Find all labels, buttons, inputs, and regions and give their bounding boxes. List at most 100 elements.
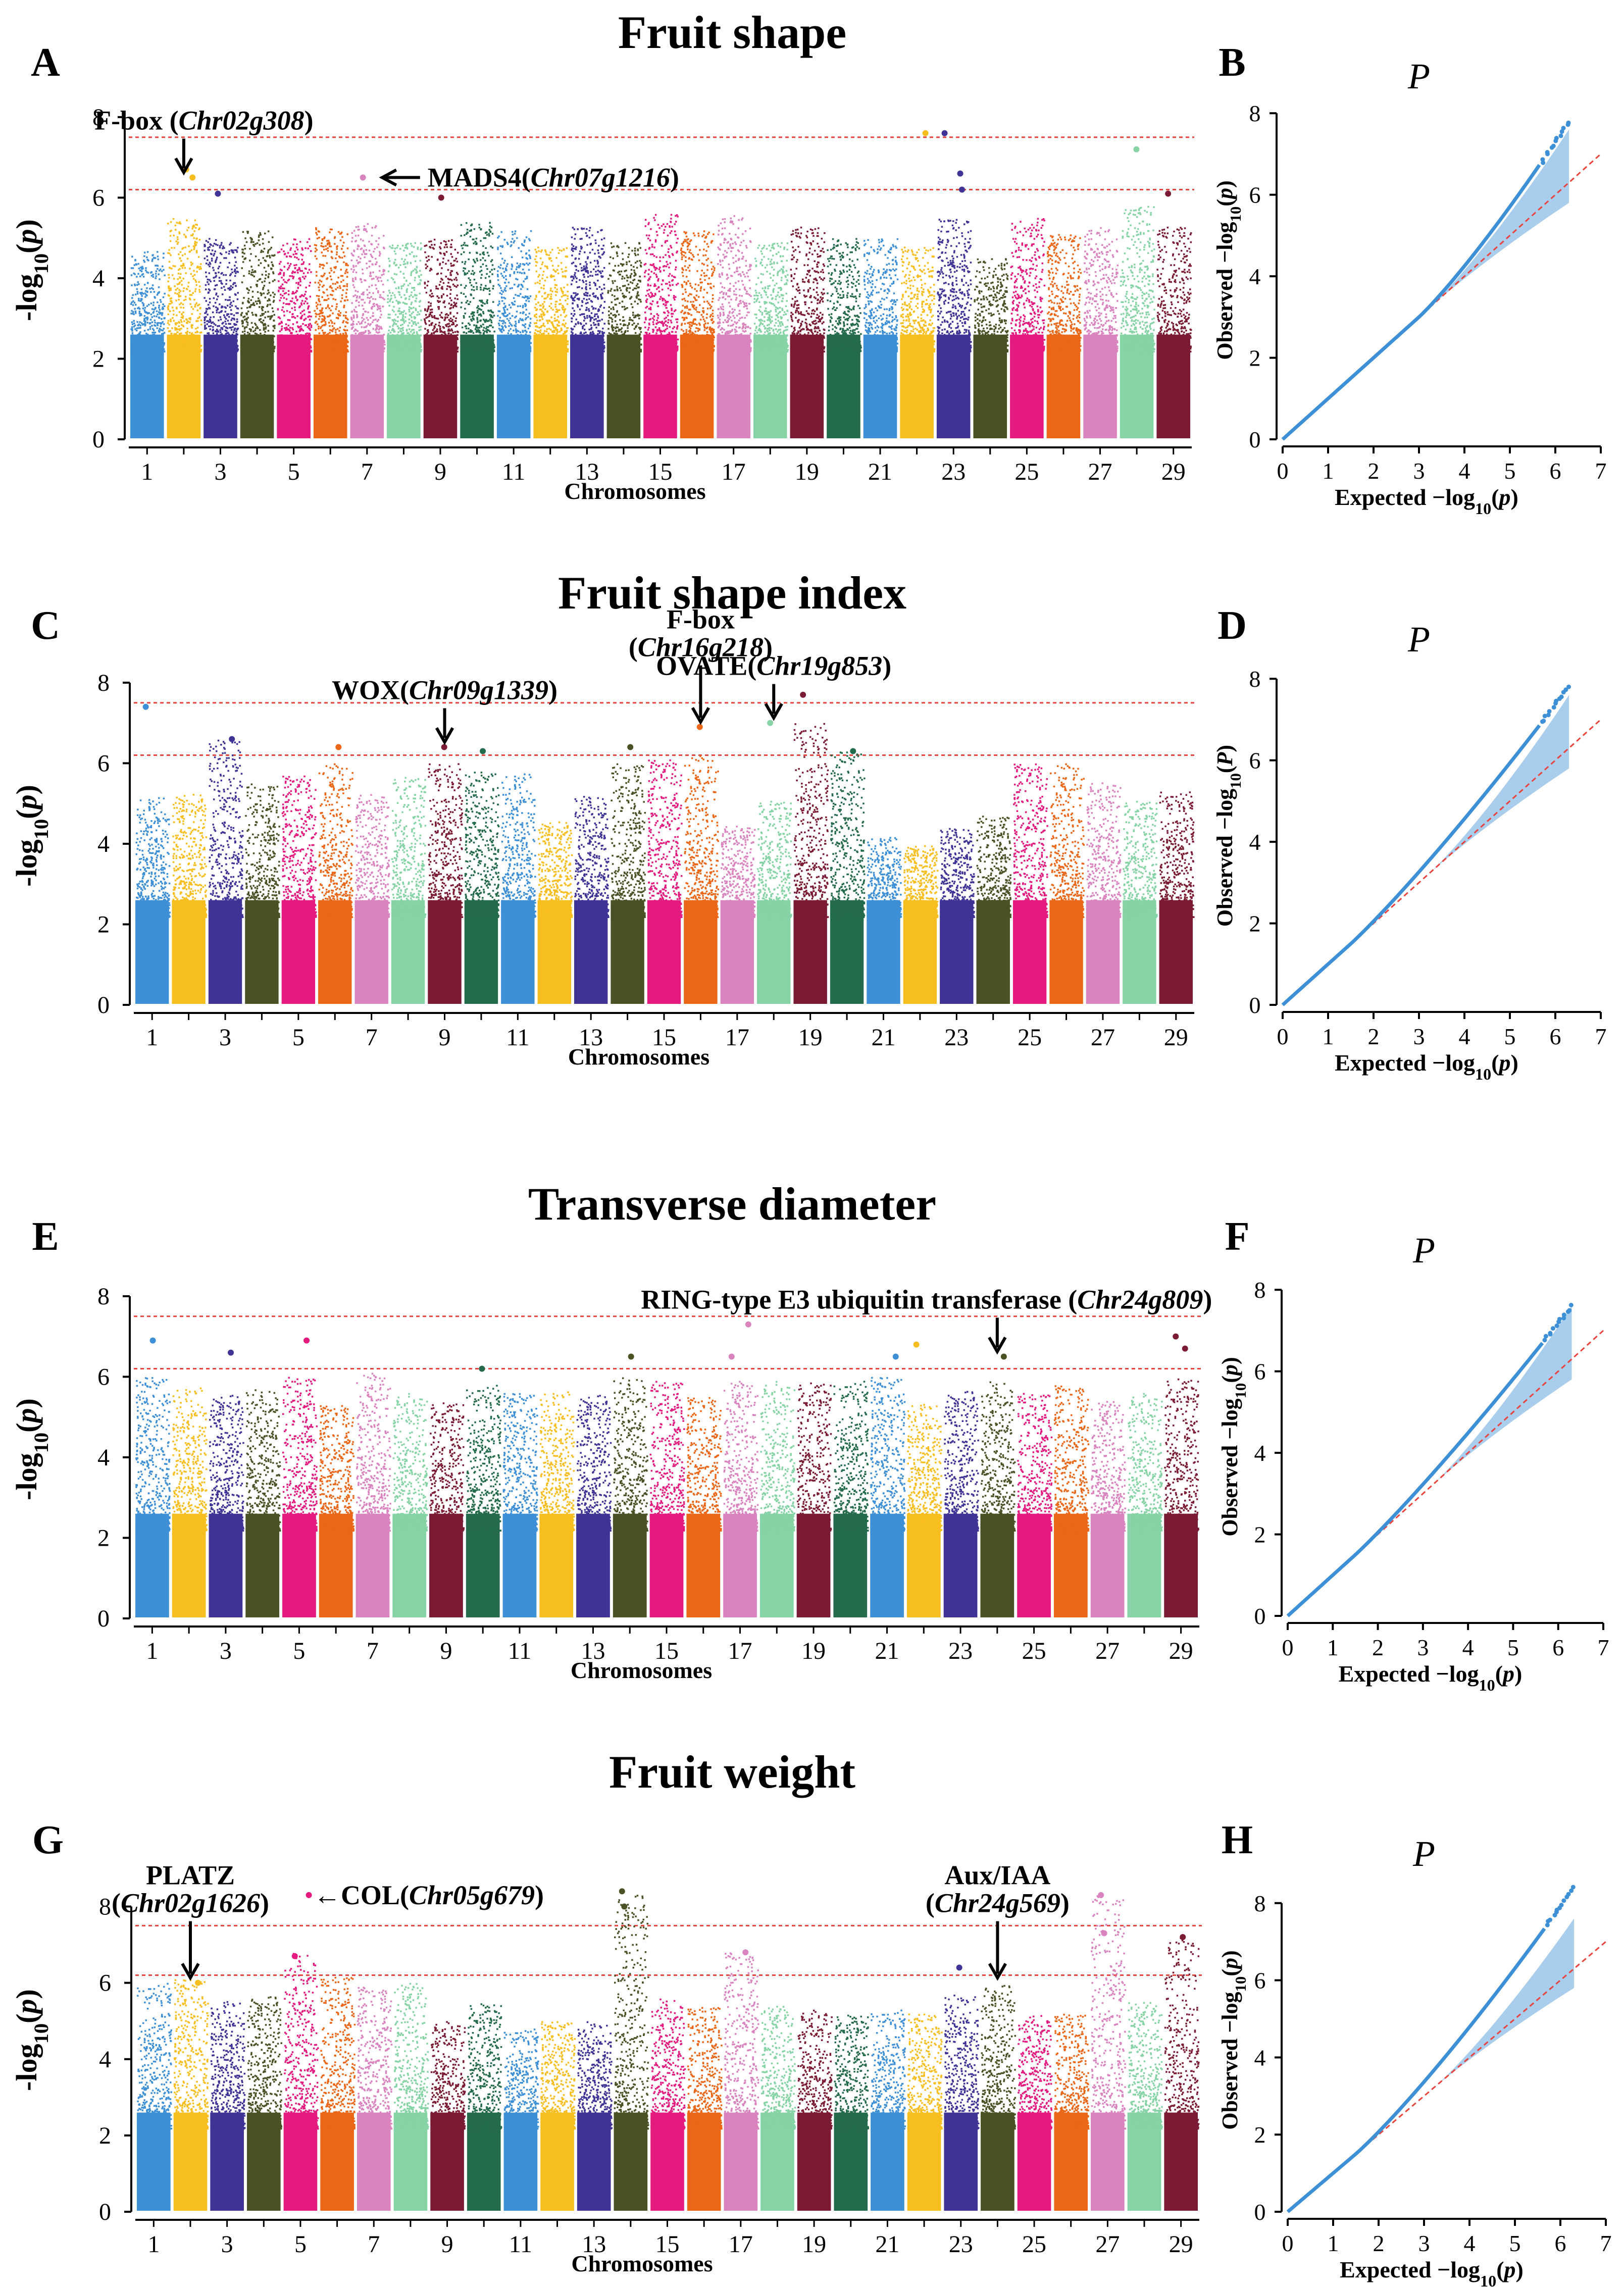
chromosome-tick-label: 27 <box>1095 2231 1120 2258</box>
y-tick-label: 4 <box>99 2046 111 2073</box>
observed-qq-point <box>1543 1334 1548 1339</box>
significant-snp <box>892 1353 899 1360</box>
chromosome-20-points <box>834 2014 869 2211</box>
chromosome-29-points <box>1159 791 1195 1004</box>
y-tick-label: 4 <box>92 265 105 292</box>
chromosome-tick-label: 19 <box>802 2231 826 2258</box>
chromosome-tick-label: 23 <box>941 459 966 485</box>
chromosome-9-points <box>423 238 459 438</box>
snp-points <box>717 215 752 352</box>
chromosome-22-points <box>900 246 936 438</box>
significant-snp <box>1000 1353 1007 1360</box>
snp-points <box>356 1373 391 1532</box>
chromosome-18-points <box>757 800 792 1004</box>
chromosome-28-points <box>1127 1393 1163 1617</box>
chromosome-24-points <box>976 816 1012 1004</box>
significant-snp <box>1098 1892 1104 1898</box>
chromosome-29-points <box>1164 1937 1200 2211</box>
arrow-head <box>379 168 397 187</box>
observed-qq-point <box>1559 1903 1564 1908</box>
y-tick-label: 0 <box>97 992 110 1019</box>
y-tick-label: 6 <box>92 184 105 211</box>
snp-points <box>680 230 716 352</box>
snp-points <box>1091 1895 1127 2130</box>
chromosome-tick-label: 15 <box>655 2231 680 2258</box>
significant-snp <box>745 1321 751 1328</box>
chromosome-2-points <box>173 1979 209 2211</box>
chromosome-11-points <box>502 1393 538 1617</box>
qq-panel-B: B P 0 2 4 6 8 0 1 2 3 4 5 6 7 Expected −log10(p) Observe… <box>1212 40 1607 518</box>
chromosome-15-points <box>643 214 679 438</box>
chromosome-1-points <box>130 251 166 438</box>
chromosome-tick-label: 15 <box>648 459 673 485</box>
snp-points <box>357 1987 393 2130</box>
snp-points <box>684 755 720 918</box>
chromosome-tick-label: 29 <box>1161 459 1186 485</box>
significant-snp <box>303 1337 310 1344</box>
snp-points <box>1156 226 1192 352</box>
chromosome-3-points <box>209 1395 244 1617</box>
y-axis-label: Observed −log10(p) <box>1217 1357 1249 1536</box>
significant-snp <box>335 744 342 750</box>
y-tick-label: 2 <box>99 2122 111 2149</box>
chromosome-tick-label: 11 <box>502 459 525 485</box>
y-tick-label: 0 <box>92 426 105 453</box>
snp-points <box>940 828 975 918</box>
gene-annotation: OVATE(Chr19g853) <box>656 651 891 721</box>
x-tick-label: 2 <box>1368 458 1380 484</box>
qq-title: P <box>1412 1834 1435 1874</box>
x-tick-label: 7 <box>1595 458 1607 484</box>
snp-points <box>135 1377 171 1532</box>
qq-panel-F: F P 0 2 4 6 8 0 1 2 3 4 5 6 7 Expected −log10(p) Observe… <box>1217 1214 1609 1694</box>
chromosome-27-points <box>1083 227 1119 438</box>
panel-title: Fruit weight <box>609 1746 855 1798</box>
snp-points <box>650 1998 686 2130</box>
chromosome-17-points <box>723 1381 759 1617</box>
chromosome-tick-label: 19 <box>801 1638 826 1664</box>
chromosome-tick-label: 3 <box>221 2231 233 2258</box>
significant-snp <box>215 190 221 197</box>
chromosome-8-points <box>387 242 423 438</box>
snp-points <box>757 800 792 918</box>
significant-snp <box>195 1979 201 1986</box>
chromosome-4-points <box>246 1996 282 2211</box>
chromosome-tick-label: 25 <box>1022 2231 1046 2258</box>
chromosome-21-points <box>863 238 899 438</box>
chromosome-14-points <box>613 1377 648 1617</box>
y-tick-label: 0 <box>1254 2199 1266 2225</box>
snp-points <box>539 1391 575 1532</box>
snp-points <box>1054 2013 1090 2130</box>
chromosome-23-points <box>944 1995 980 2211</box>
chromosome-tick-label: 7 <box>361 459 373 485</box>
x-tick-label: 3 <box>1418 2230 1430 2256</box>
chromosome-tick-label: 1 <box>146 1638 158 1664</box>
chromosome-tick-label: 13 <box>582 2231 606 2258</box>
snp-points <box>1091 1401 1126 1532</box>
significant-snp <box>628 1353 634 1360</box>
chromosome-27-points <box>1091 1895 1127 2211</box>
observed-qq-point <box>1559 129 1564 134</box>
observed-qq-point <box>1542 1338 1547 1343</box>
snp-points <box>1127 2002 1163 2130</box>
snp-points <box>429 1402 465 1532</box>
snp-points <box>834 2014 869 2130</box>
y-axis-label: -log10(p) <box>10 785 53 887</box>
significant-snp <box>1182 1345 1188 1352</box>
chromosome-tick-label: 9 <box>439 1024 451 1051</box>
arrow-head <box>764 703 783 721</box>
chromosome-tick-label: 17 <box>729 2231 753 2258</box>
y-tick-label: 2 <box>1254 2122 1266 2148</box>
snp-points <box>502 1393 538 1532</box>
chromosome-tick-label: 1 <box>147 2231 160 2258</box>
snp-points <box>1164 1937 1200 2130</box>
significant-snp <box>360 174 366 181</box>
snp-points <box>796 1382 832 1532</box>
observed-qq-point <box>1542 714 1547 719</box>
snp-points <box>319 1405 354 1532</box>
snp-points <box>1017 1393 1053 1532</box>
chromosome-tick-label: 17 <box>728 1638 752 1664</box>
chromosome-29-points <box>1164 1378 1199 1617</box>
chromosome-22-points <box>907 2013 943 2211</box>
y-tick-label: 2 <box>92 345 105 372</box>
observed-qq-point <box>1548 1917 1553 1922</box>
